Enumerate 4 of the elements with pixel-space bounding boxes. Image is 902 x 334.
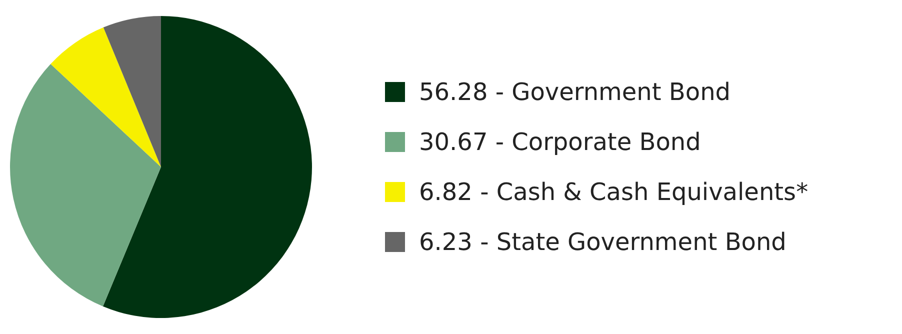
legend-label: 6.23 - State Government Bond	[419, 228, 786, 256]
legend-label: 56.28 - Government Bond	[419, 78, 731, 106]
legend-label: 6.82 - Cash & Cash Equivalents*	[419, 178, 808, 206]
legend-label: 30.67 - Corporate Bond	[419, 128, 701, 156]
